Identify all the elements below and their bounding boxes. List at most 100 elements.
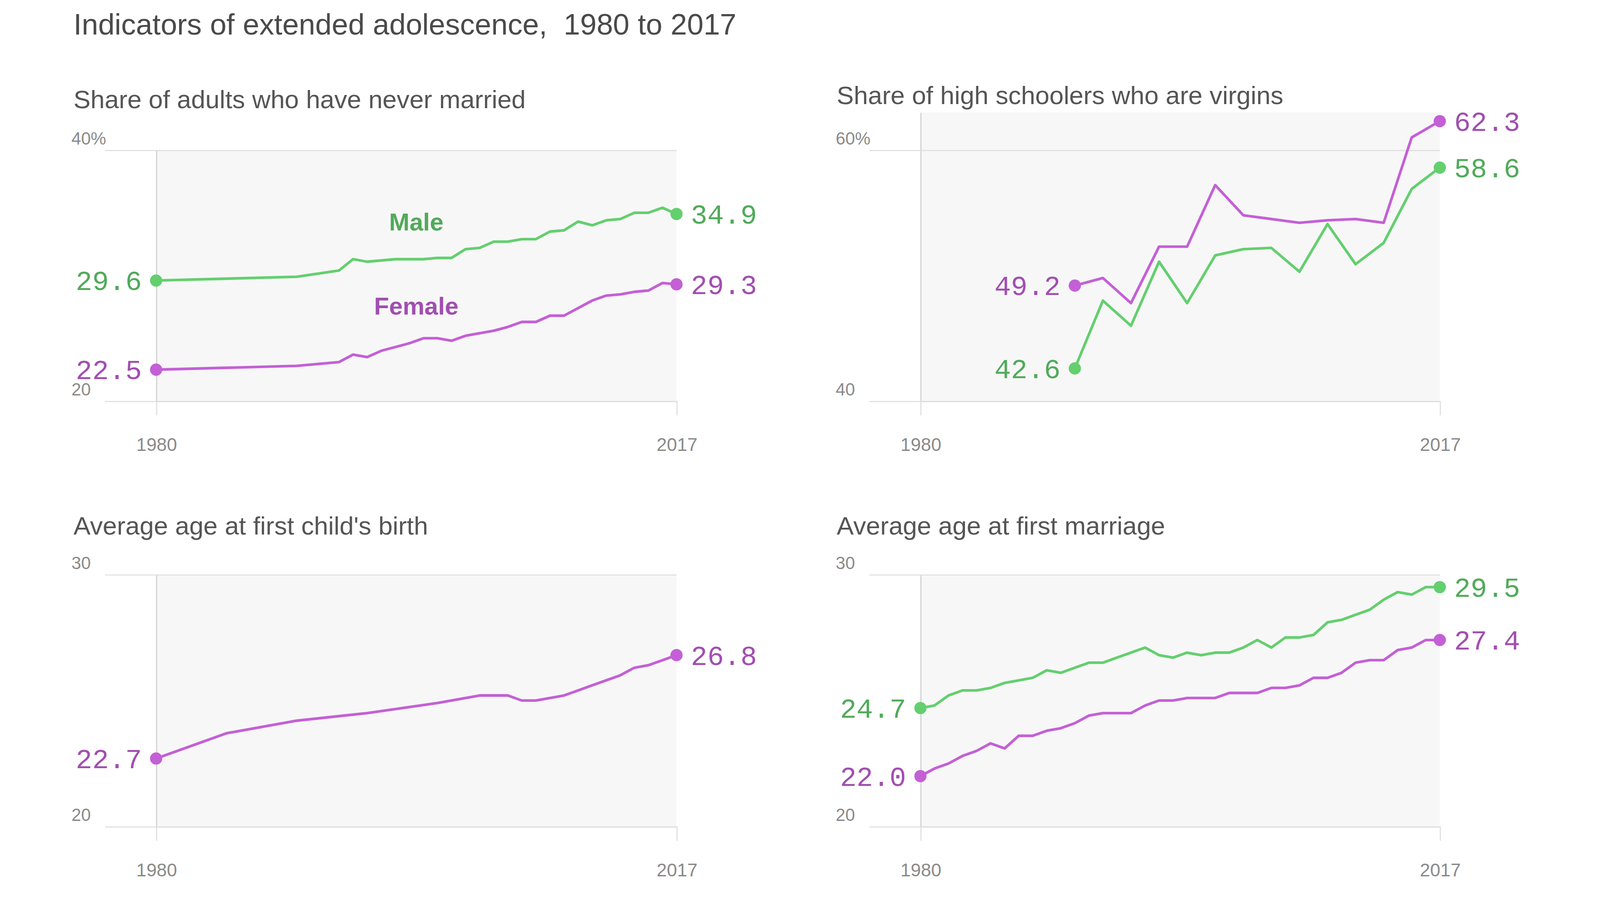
tick-line — [1440, 400, 1441, 415]
panel-title: Average age at first child's birth — [73, 511, 429, 540]
y-tick: 20 — [835, 805, 1440, 827]
data-label: 29.6 — [75, 267, 142, 299]
series-line — [1075, 167, 1440, 369]
data-label: 26.8 — [690, 642, 758, 674]
endpoint-marker — [150, 363, 163, 376]
x-axis: 1980 2017 — [900, 400, 1461, 455]
endpoint-marker — [1068, 279, 1081, 292]
plot-background — [920, 574, 1440, 827]
series-line — [155, 283, 677, 370]
x-tick: 1980 — [900, 400, 942, 455]
series-lines — [1075, 120, 1440, 369]
y-axis: 40 60% — [835, 112, 1440, 402]
endpoint-marker — [150, 752, 163, 765]
series-line — [920, 640, 1440, 776]
data-label: 42.6 — [994, 355, 1061, 387]
x-tick-label: 1980 — [900, 434, 942, 455]
endpoint-marker — [1433, 161, 1446, 174]
x-tick: 2017 — [1420, 400, 1461, 455]
grid-line — [105, 574, 677, 576]
panel: Average age at first marriage20301980201… — [835, 511, 1521, 881]
x-tick-label: 1980 — [900, 859, 942, 881]
x-tick-label: 2017 — [656, 434, 698, 455]
x-tick-label: 2017 — [656, 859, 698, 881]
grid-line — [869, 574, 1440, 576]
x-axis: 1980 2017 — [136, 826, 698, 881]
tick-line — [1440, 826, 1441, 841]
panel-title: Share of adults who have never married — [73, 85, 526, 114]
endpoint-marker — [914, 701, 927, 715]
y-axis: 2030 — [71, 553, 677, 828]
endpoint-marker — [150, 274, 163, 287]
series-markers — [150, 649, 683, 765]
series-texts: 22.7 26.8 — [75, 642, 758, 777]
y-tick: 20 — [71, 805, 677, 827]
series-name: Female — [374, 292, 459, 320]
y-tick: 30 — [835, 553, 1440, 575]
series-line — [155, 207, 677, 281]
plot-background — [155, 574, 677, 827]
series-lines — [920, 587, 1440, 777]
y-axis-line — [920, 575, 922, 827]
y-tick: 60% — [835, 128, 1440, 151]
x-axis-line — [156, 400, 678, 402]
series-markers — [914, 580, 1446, 783]
series-line — [1075, 120, 1440, 303]
x-tick: 1980 — [900, 826, 942, 881]
x-tick-label: 2017 — [1420, 434, 1461, 455]
data-label: 27.4 — [1454, 626, 1521, 658]
data-label: 24.7 — [840, 695, 907, 726]
data-label: 29.5 — [1454, 574, 1521, 605]
endpoint-marker — [670, 207, 683, 220]
endpoint-marker — [1433, 580, 1446, 594]
data-label: 29.3 — [690, 271, 758, 303]
panel-title: Share of high schoolers who are virgins — [836, 80, 1284, 110]
data-label: 22.7 — [75, 745, 142, 777]
plot-background — [155, 150, 677, 401]
y-tick-label: 30 — [835, 553, 855, 573]
y-tick-label: 60% — [835, 128, 871, 149]
main-title: Indicators of extended adolescence, 1980… — [73, 7, 737, 41]
x-axis-line — [156, 826, 678, 828]
endpoint-marker — [1068, 362, 1081, 375]
tick-line — [920, 400, 922, 415]
panel-title: Average age at first marriage — [836, 511, 1166, 540]
x-axis-line — [920, 400, 1441, 402]
data-label: 34.9 — [690, 200, 758, 232]
grid-line — [869, 150, 1440, 151]
y-axis: 2040% — [71, 128, 677, 402]
x-tick-label: 1980 — [136, 434, 178, 455]
y-tick-label: 40% — [71, 128, 106, 149]
endpoint-marker — [670, 278, 683, 291]
data-label: 22.0 — [840, 763, 907, 795]
panel: Average age at first child's birth203019… — [71, 511, 757, 881]
series-line — [920, 587, 1440, 709]
endpoint-marker — [914, 770, 927, 783]
endpoint-marker — [1433, 634, 1446, 647]
y-axis-line — [155, 575, 157, 827]
chart-svg: Indicators of extended adolescence, 1980… — [0, 0, 1600, 900]
x-tick-label: 2017 — [1420, 859, 1461, 881]
y-tick-label: 40 — [835, 379, 855, 400]
x-tick: 1980 — [136, 400, 178, 455]
tick-line — [920, 826, 922, 841]
x-tick-label: 1980 — [136, 859, 178, 881]
series-lines — [155, 655, 677, 759]
series-lines — [155, 207, 677, 370]
tick-line — [676, 400, 678, 415]
y-tick-label: 20 — [835, 805, 855, 825]
x-tick: 1980 — [136, 826, 178, 881]
y-tick: 30 — [71, 553, 677, 575]
grid-line — [105, 150, 677, 151]
data-label: 62.3 — [1454, 108, 1521, 140]
x-tick: 2017 — [656, 400, 698, 455]
series-markers — [150, 207, 683, 376]
x-tick: 2017 — [656, 826, 698, 881]
y-axis: 2030 — [835, 553, 1440, 828]
panel: Share of adults who have never married 20… — [71, 85, 757, 455]
x-axis-line — [920, 826, 1441, 828]
y-tick-label: 30 — [71, 553, 91, 573]
tick-line — [155, 826, 157, 841]
x-axis: 1980 2017 — [136, 400, 698, 455]
data-label: 58.6 — [1454, 154, 1521, 186]
